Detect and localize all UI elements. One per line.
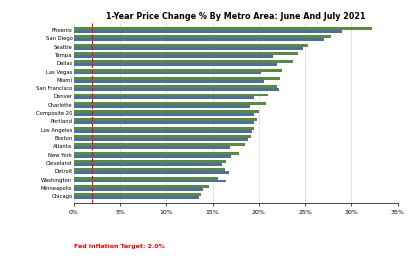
Bar <box>74 27 371 30</box>
Bar <box>74 121 254 124</box>
Bar <box>74 69 281 72</box>
Bar <box>74 102 265 105</box>
Bar <box>74 35 330 38</box>
Bar <box>74 72 260 74</box>
Bar <box>74 94 267 96</box>
Bar <box>74 155 231 158</box>
Bar <box>74 196 198 199</box>
Bar <box>74 113 254 116</box>
Bar <box>74 177 218 180</box>
Bar <box>74 144 245 146</box>
Bar <box>74 152 238 155</box>
Bar <box>74 47 303 50</box>
Bar <box>74 52 297 55</box>
Bar <box>74 96 254 99</box>
Bar <box>74 77 279 80</box>
Bar <box>74 188 203 191</box>
Bar <box>74 130 252 133</box>
Bar <box>74 138 247 141</box>
Bar <box>74 30 342 33</box>
Bar <box>74 44 307 47</box>
Bar <box>74 193 200 196</box>
Bar <box>74 160 226 163</box>
Bar <box>74 171 229 174</box>
Bar <box>74 135 250 138</box>
Bar <box>74 60 292 63</box>
Bar <box>74 180 225 183</box>
Bar <box>74 63 277 66</box>
Bar <box>74 168 224 171</box>
Bar <box>74 85 277 88</box>
Bar <box>74 80 263 83</box>
Bar <box>74 55 272 58</box>
Bar <box>74 185 209 188</box>
Bar <box>74 38 323 41</box>
Title: 1-Year Price Change % By Metro Area: June And July 2021: 1-Year Price Change % By Metro Area: Jun… <box>106 12 364 21</box>
Bar <box>74 146 229 149</box>
Bar <box>74 163 221 166</box>
Bar <box>74 88 279 91</box>
Bar <box>74 110 258 113</box>
Bar <box>74 105 249 108</box>
Bar <box>74 127 254 130</box>
Text: Fed Inflation Target: 2.0%: Fed Inflation Target: 2.0% <box>74 244 164 249</box>
Bar <box>74 119 256 121</box>
